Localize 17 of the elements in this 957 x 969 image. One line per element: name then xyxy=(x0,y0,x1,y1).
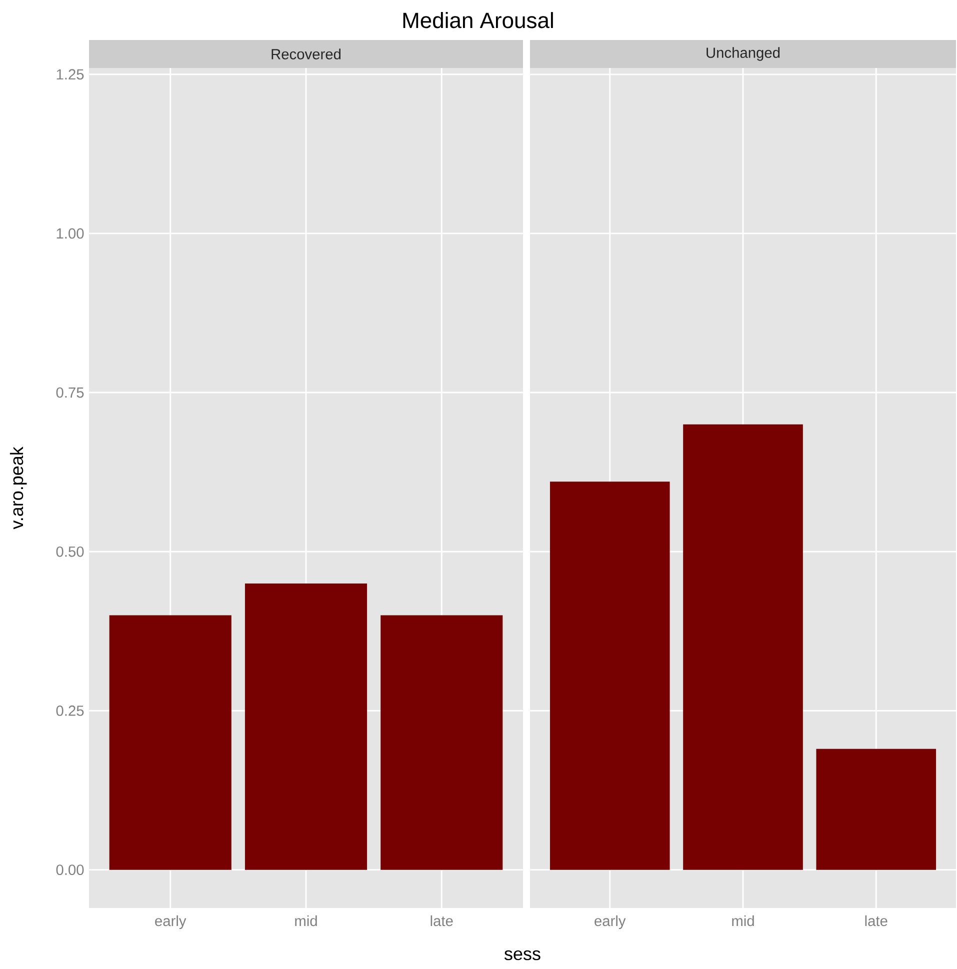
chart-subtitle: Recovered xyxy=(272,48,341,60)
y-tick-label: 0.50 xyxy=(56,546,84,557)
y-tick-label: 0.25 xyxy=(56,706,84,716)
y-axis-title: v.aro.peak xyxy=(10,446,27,530)
x-tick-label: late xyxy=(430,915,453,926)
y-tick-label: 0.75 xyxy=(56,387,84,398)
x-tick-label: mid xyxy=(732,915,754,926)
chart-subtitle: Unchanged xyxy=(706,47,780,61)
y-tick-label: 0.00 xyxy=(56,864,84,876)
x-tick-label: early xyxy=(594,915,626,930)
y-tick-label: 1.25 xyxy=(56,69,84,80)
y-tick-label: 1.00 xyxy=(56,228,84,239)
x-axis-title: sess xyxy=(504,950,540,960)
x-tick-label: mid xyxy=(295,915,317,926)
x-tick-label: late xyxy=(865,915,888,926)
chart-title: Median Arousal xyxy=(403,12,554,28)
x-tick-label: early xyxy=(155,915,186,930)
